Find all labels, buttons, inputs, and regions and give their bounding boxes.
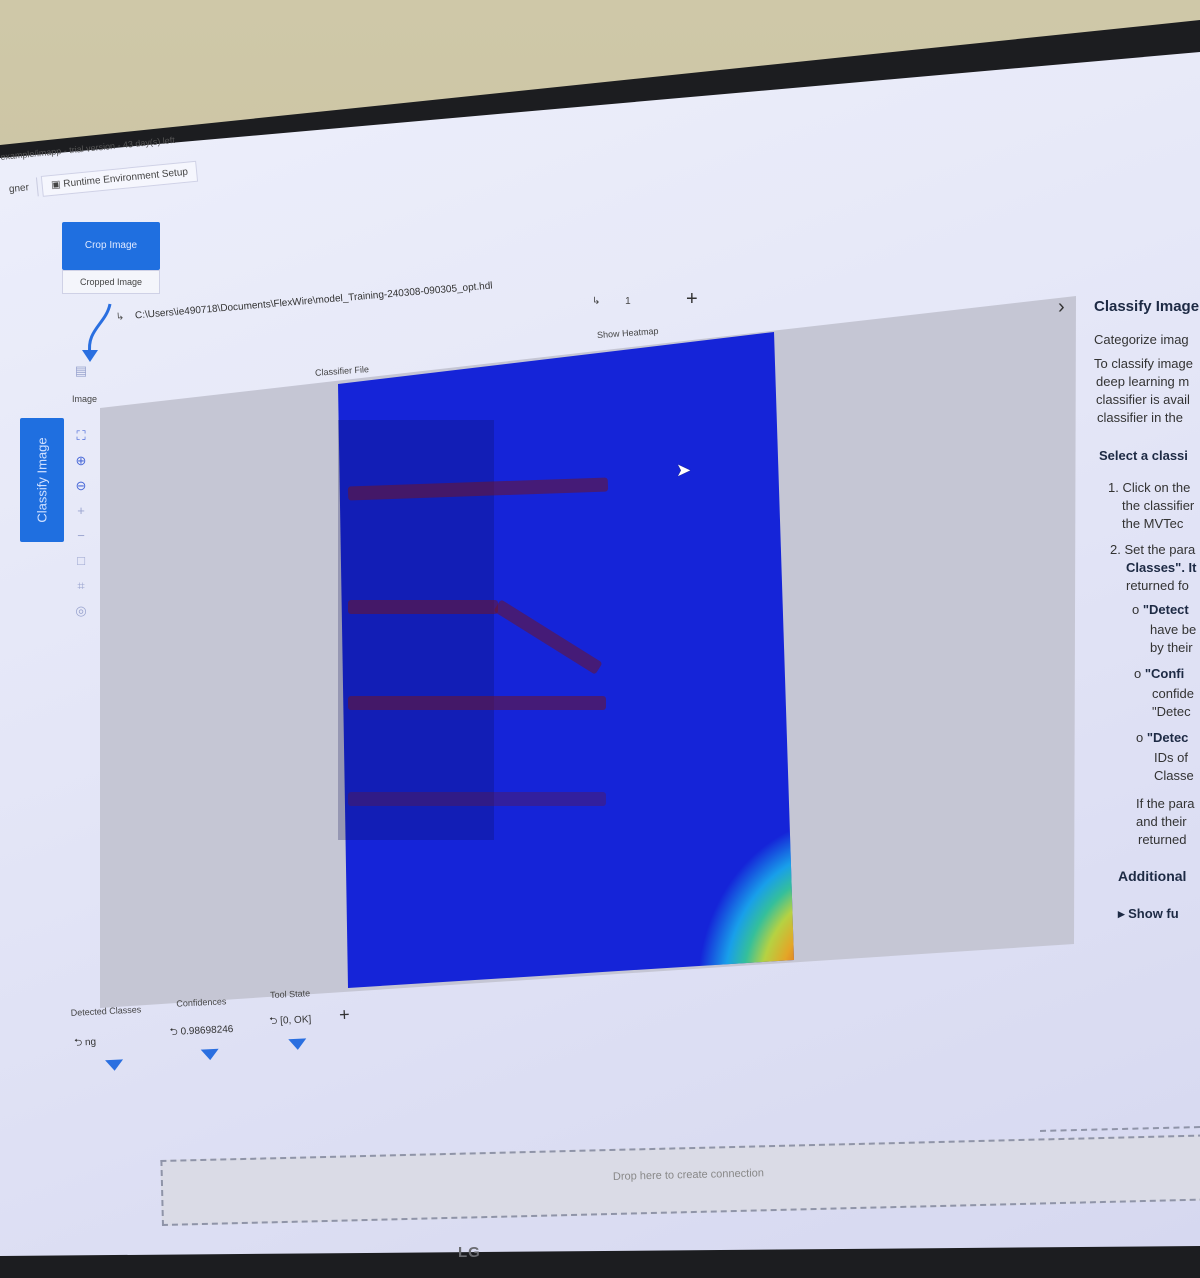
help-bullet: o "Detec [1136, 730, 1189, 745]
detected-classes-label: Detected Classes [70, 1004, 142, 1018]
output-port-triangle[interactable] [288, 1038, 307, 1051]
confidences-value[interactable]: ⮌ 0.98698246 [169, 1022, 234, 1042]
help-section-title: Select a classi [1099, 448, 1188, 463]
heatmap-control[interactable]: ↳ 1 + [592, 288, 712, 324]
zoom-out-icon[interactable]: ⊖ [75, 478, 87, 493]
mouse-cursor-icon: ➤ [676, 460, 692, 480]
show-more-link[interactable]: ▸ Show fu [1118, 906, 1179, 921]
detected-classes-value[interactable]: ⮌ ng [74, 1035, 97, 1053]
help-step: returned fo [1126, 578, 1189, 593]
minus-icon[interactable]: − [77, 528, 85, 543]
part-edge [348, 696, 606, 710]
classifier-file-label: Classifier File [314, 364, 370, 378]
help-bullet-text: "Confi [1144, 666, 1185, 681]
image-input-label: Image [72, 394, 98, 404]
image-icon[interactable]: ▤ [74, 363, 88, 378]
output-port-triangle[interactable] [200, 1048, 220, 1061]
link-arrow-icon: ↳ [115, 311, 125, 324]
add-output-icon[interactable]: + [338, 1004, 351, 1025]
divider-dashed [1039, 1126, 1200, 1132]
collapse-chevron-icon[interactable]: › [1058, 296, 1065, 318]
help-line: classifier is avail [1096, 392, 1190, 407]
help-tail: If the para [1136, 796, 1195, 811]
heatmap-image [338, 332, 794, 988]
monitor-logo: LG [458, 1244, 481, 1261]
tool-state-text: [0, OK] [279, 1014, 312, 1027]
help-line: deep learning m [1096, 374, 1190, 389]
help-step: the MVTec [1122, 516, 1184, 531]
crop-image-node[interactable]: Crop Image Cropped Image [62, 222, 160, 294]
confidences-label: Confidences [176, 996, 227, 1009]
classify-image-label: Classify Image [34, 437, 50, 523]
classifier-file-path: C:\Users\ie490718\Documents\FlexWire\mod… [134, 280, 493, 322]
link-arrow-icon: ↳ [592, 296, 601, 307]
fit-icon[interactable]: ⛶ [76, 428, 86, 443]
help-intro: Categorize imag [1094, 332, 1189, 347]
add-icon[interactable]: + [686, 288, 698, 310]
zoom-in-icon[interactable]: ⊕ [75, 453, 87, 468]
part-edge [348, 600, 498, 614]
help-bullet-line: have be [1150, 622, 1197, 637]
help-bullet-line: by their [1150, 640, 1193, 655]
tab-runtime-environment-setup[interactable]: ▣ Runtime Environment Setup [41, 160, 198, 197]
help-panel: › Classify Image Categorize imag To clas… [1058, 288, 1200, 978]
help-bullet-line: IDs of [1154, 750, 1188, 765]
show-heatmap-label: Show Heatmap [596, 325, 659, 341]
classify-image-node-button[interactable]: Classify Image [20, 418, 64, 542]
part-edge [348, 792, 606, 806]
detected-classes-text: ng [84, 1036, 97, 1049]
help-bullet: o "Confi [1134, 666, 1185, 681]
help-step: 2. Set the para [1110, 542, 1196, 557]
rect-icon[interactable]: □ [77, 553, 85, 568]
help-title: Classify Image [1094, 298, 1200, 315]
plus-icon[interactable]: + [77, 503, 85, 518]
link-icon: ⮌ [169, 1026, 181, 1039]
crop-image-button[interactable]: Crop Image [62, 222, 160, 270]
help-bullet-text: "Detect [1142, 602, 1189, 617]
show-more-text: Show fu [1128, 906, 1179, 921]
output-ports: Detected Classes Confidences Tool State … [68, 982, 392, 1078]
drop-zone[interactable]: Drop here to create connection [160, 1134, 1200, 1226]
connection-arrow [82, 303, 112, 362]
cropped-image-output[interactable]: Cropped Image [62, 270, 160, 294]
link-icon: ⮌ [269, 1015, 281, 1028]
help-bullet-text: "Detec [1146, 730, 1189, 745]
help-additional: Additional [1118, 868, 1187, 884]
tab-designer[interactable]: gner [0, 177, 39, 200]
reset-icon[interactable]: ◎ [75, 603, 87, 618]
output-port-triangle[interactable] [105, 1059, 124, 1072]
classifier-file-field[interactable]: ↳ C:\Users\ie490718\Documents\FlexWire\m… [115, 273, 586, 342]
help-step: the classifier [1122, 498, 1195, 513]
link-icon: ⮌ [73, 1037, 86, 1049]
help-line: classifier in the [1097, 410, 1183, 425]
help-bullet-line: Classe [1154, 768, 1194, 783]
help-line: To classify image [1094, 356, 1193, 371]
help-bullet: o "Detect [1132, 602, 1189, 617]
help-tail: and their [1136, 814, 1187, 829]
heatmap-value[interactable]: 1 [625, 296, 631, 307]
help-step: 1. Click on the [1108, 480, 1191, 495]
help-bullet-line: "Detec [1152, 704, 1191, 719]
viewer-toolbar: ▤ ⛶ ⊕ ⊖ + − □ ⌗ ◎ [70, 360, 94, 625]
drop-zone-text: Drop here to create connection [612, 1167, 765, 1183]
tool-state-label: Tool State [269, 988, 311, 1001]
crop-icon[interactable]: ⌗ [77, 578, 85, 593]
help-bullet-line: confide [1152, 686, 1194, 701]
help-step: Classes". It [1126, 560, 1197, 575]
help-tail: returned [1138, 832, 1187, 847]
tool-state-value[interactable]: ⮌ [0, OK] [269, 1012, 312, 1031]
tab-runtime-label: Runtime Environment Setup [62, 166, 189, 190]
confidences-text: 0.98698246 [180, 1023, 234, 1038]
runtime-icon: ▣ [50, 178, 64, 191]
